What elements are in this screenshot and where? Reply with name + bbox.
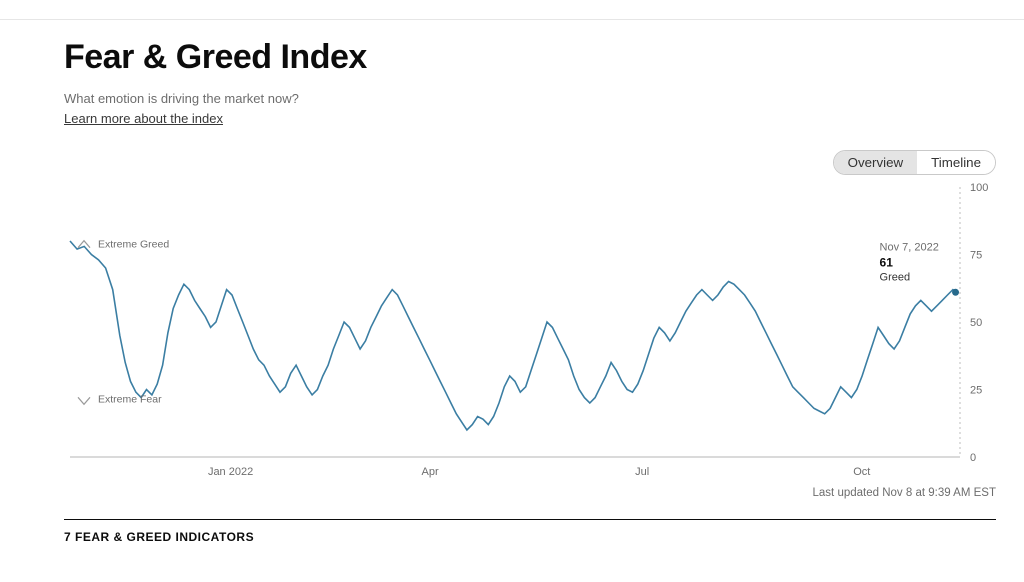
section-divider (64, 519, 996, 520)
learn-more-link[interactable]: Learn more about the index (64, 111, 223, 126)
subtitle-text: What emotion is driving the market now? (64, 91, 996, 106)
page-title: Fear & Greed Index (64, 38, 996, 77)
svg-text:Extreme Greed: Extreme Greed (98, 239, 169, 251)
fear-greed-chart[interactable]: 0 25 50 75 100 Jan 2022 Apr Jul Oct Extreme Greed… (64, 181, 996, 481)
svg-text:75: 75 (970, 250, 982, 262)
page-container: Fear & Greed Index What emotion is drivi… (0, 20, 1024, 544)
svg-text:Apr: Apr (422, 466, 439, 478)
svg-text:0: 0 (970, 452, 976, 464)
indicators-heading: 7 FEAR & GREED INDICATORS (64, 530, 996, 544)
svg-text:Jan 2022: Jan 2022 (208, 466, 253, 478)
svg-text:Greed: Greed (880, 271, 911, 283)
svg-text:25: 25 (970, 385, 982, 397)
chart-area: 0 25 50 75 100 Jan 2022 Apr Jul Oct Extreme Greed… (64, 181, 996, 481)
view-toggle-row: Overview Timeline (64, 150, 996, 175)
view-toggle: Overview Timeline (833, 150, 996, 175)
svg-text:61: 61 (880, 255, 894, 269)
timeline-tab[interactable]: Timeline (917, 151, 995, 174)
svg-text:100: 100 (970, 182, 988, 194)
overview-tab[interactable]: Overview (834, 151, 918, 174)
top-divider (0, 0, 1024, 20)
svg-text:Extreme Fear: Extreme Fear (98, 393, 162, 405)
svg-text:Jul: Jul (635, 466, 649, 478)
svg-text:Nov 7, 2022: Nov 7, 2022 (880, 241, 939, 253)
svg-text:50: 50 (970, 317, 982, 329)
svg-text:Oct: Oct (853, 466, 870, 478)
last-updated-text: Last updated Nov 8 at 9:39 AM EST (64, 487, 996, 499)
